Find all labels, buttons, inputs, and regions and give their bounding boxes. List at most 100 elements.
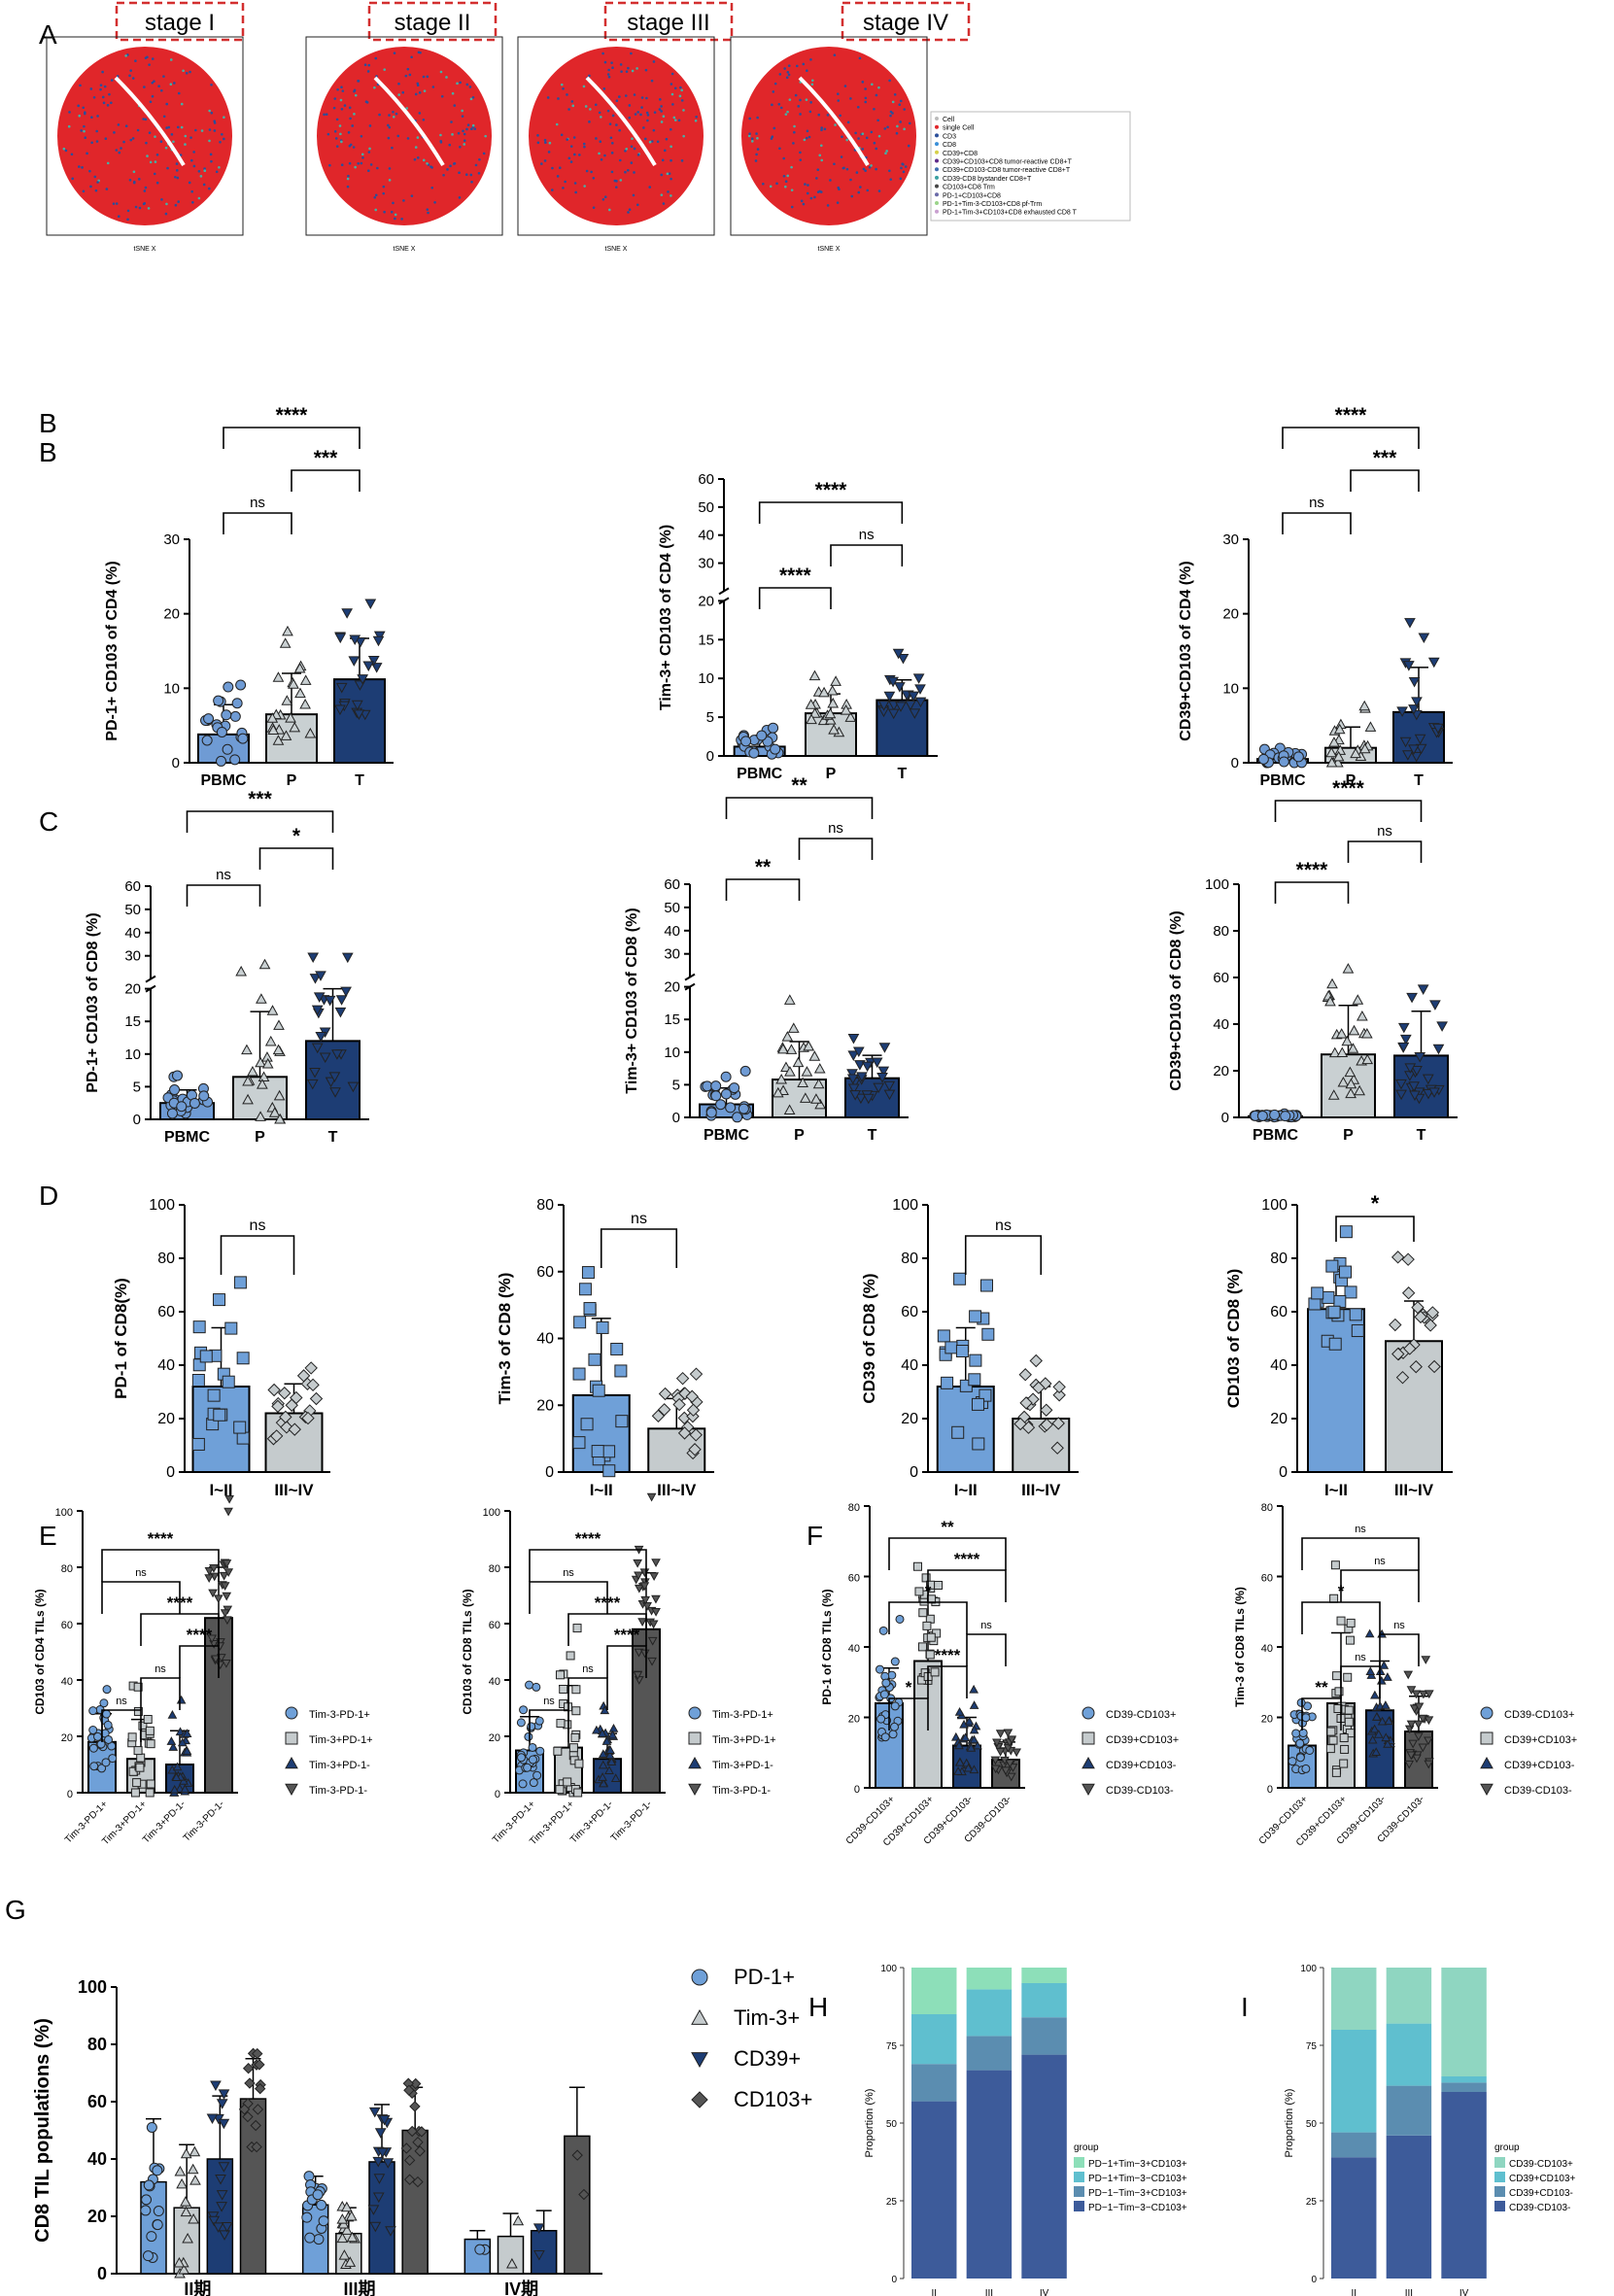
- data-point: [614, 1364, 628, 1378]
- tsne-point: [167, 125, 171, 129]
- tsne-point: [634, 113, 637, 116]
- data-point: [1325, 1259, 1339, 1273]
- tsne-point: [571, 104, 575, 108]
- tsne-point: [875, 147, 878, 151]
- data-point: [1340, 1744, 1350, 1754]
- tsne-point: [106, 104, 110, 107]
- tsne-frame: [46, 36, 244, 236]
- tsne-point: [448, 143, 452, 147]
- legend-swatch: [1074, 2201, 1084, 2211]
- tsne-point: [871, 83, 874, 86]
- legend-marker: [688, 1783, 702, 1797]
- data-point: [1334, 1687, 1344, 1696]
- legend-swatch: [1074, 2186, 1084, 2197]
- tsne-point: [601, 197, 605, 201]
- y-tick-label: 0: [672, 1110, 680, 1126]
- significance-bracket: [140, 1677, 181, 1710]
- y-tick-label: 15: [664, 1011, 680, 1028]
- y-tick-label: 50: [698, 499, 714, 516]
- tsne-point: [197, 169, 201, 173]
- x-tick-label: IV: [1040, 2288, 1049, 2296]
- tsne-point: [124, 124, 128, 127]
- data-point: [373, 2174, 386, 2184]
- tsne-point: [410, 194, 414, 197]
- tsne-point: [456, 82, 459, 86]
- data-point: [88, 1706, 98, 1716]
- data-point: [813, 1063, 826, 1074]
- tsne-point: [769, 185, 773, 188]
- data-point: [571, 1706, 581, 1716]
- tsne-point: [426, 75, 429, 79]
- tsne-point: [671, 103, 674, 106]
- data-point: [1408, 1739, 1418, 1749]
- axis-break: [684, 973, 696, 981]
- data-point: [524, 1731, 533, 1741]
- data-point: [856, 1072, 868, 1082]
- data-point: [285, 712, 296, 723]
- y-tick-label: 80: [489, 1563, 500, 1575]
- data-point: [1032, 1381, 1046, 1394]
- y-tick-label: 80: [1270, 1251, 1288, 1267]
- data-point: [1408, 1081, 1420, 1092]
- data-point: [1425, 1306, 1440, 1319]
- data-point: [1358, 700, 1371, 711]
- data-point: [252, 2047, 263, 2060]
- significance-label: ****: [187, 1626, 213, 1644]
- data-point: [1295, 1738, 1305, 1748]
- data-point: [578, 2188, 590, 2201]
- significance-label: ns: [250, 1217, 266, 1234]
- tsne-point: [473, 127, 477, 130]
- data-point: [1332, 750, 1345, 762]
- tsne-point: [756, 148, 760, 151]
- data-point: [909, 708, 921, 719]
- data-point: [207, 1634, 218, 1644]
- tsne-point: [631, 137, 634, 141]
- tsne-point: [451, 91, 455, 95]
- tsne-point: [382, 185, 386, 188]
- tsne-point: [877, 189, 881, 192]
- data-point: [1013, 1417, 1027, 1431]
- tsne-point: [131, 77, 135, 80]
- data-point: [349, 634, 361, 645]
- tsne-point: [611, 66, 614, 70]
- tsne-point: [219, 140, 222, 144]
- tsne-point: [886, 125, 889, 129]
- data-point: [1325, 756, 1338, 768]
- tsne-point: [876, 119, 879, 122]
- data-point: [969, 1354, 982, 1367]
- data-point: [846, 1069, 858, 1079]
- data-point: [1396, 706, 1408, 717]
- significance-label: **: [791, 774, 807, 797]
- data-point: [1339, 1225, 1353, 1239]
- significance-bracket: [567, 1677, 608, 1710]
- data-point: [830, 675, 841, 686]
- tsne-legend-label: PD-1+Tim-3-CD103+CD8 pf-Trm: [943, 201, 1042, 208]
- data-point: [720, 1071, 732, 1082]
- data-point: [266, 1005, 279, 1015]
- data-point: [605, 1745, 615, 1755]
- data-point: [1352, 994, 1364, 1005]
- data-point: [1328, 1735, 1338, 1745]
- tsne-point: [837, 99, 841, 102]
- tsne-point: [646, 114, 650, 117]
- data-point: [127, 1732, 137, 1742]
- data-point: [705, 1107, 717, 1118]
- tsne-point: [573, 153, 576, 156]
- data-point: [814, 1098, 826, 1110]
- tsne-point: [615, 99, 619, 103]
- y-tick-label: 60: [1270, 1304, 1288, 1320]
- tsne-point: [387, 136, 391, 140]
- tsne-point: [582, 85, 586, 88]
- data-point: [378, 2114, 391, 2126]
- tsne-point: [680, 159, 684, 162]
- data-point: [329, 1087, 341, 1098]
- tsne-point: [383, 210, 386, 214]
- data-point: [772, 1086, 784, 1098]
- data-point: [1391, 1251, 1405, 1264]
- tsne-point: [898, 103, 902, 107]
- data-point: [1364, 721, 1377, 732]
- y-tick-label: 75: [886, 2041, 898, 2052]
- data-point: [168, 1742, 179, 1751]
